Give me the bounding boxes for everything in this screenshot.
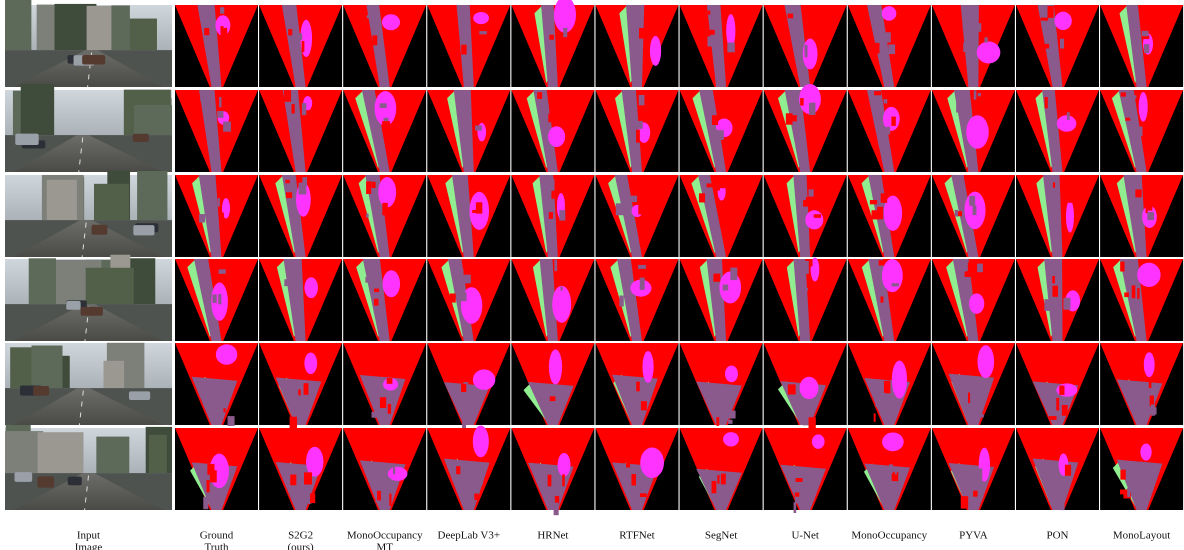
- segmentation-map: [848, 343, 931, 425]
- column-label: RTFNet: [619, 530, 654, 542]
- column-label: Ground: [200, 530, 234, 542]
- segmentation-map: [680, 343, 763, 426]
- segmentation-map: [848, 259, 931, 341]
- segmentation-map: [848, 90, 931, 172]
- segmentation-map: [343, 5, 426, 87]
- column-label: PON: [1046, 530, 1068, 542]
- segmentation-map: [848, 428, 931, 510]
- segmentation-map: [596, 5, 679, 87]
- column-label: SegNet: [705, 530, 737, 542]
- column-label: (ours): [287, 542, 314, 550]
- segmentation-map: [764, 175, 847, 257]
- segmentation-map: [932, 259, 1015, 341]
- segmentation-map: [511, 428, 594, 515]
- segmentation-map: [511, 259, 594, 341]
- segmentation-map: [427, 343, 510, 431]
- segmentation-map: [511, 175, 594, 257]
- segmentation-map: [932, 5, 1015, 87]
- column-label: Input: [77, 530, 100, 542]
- segmentation-map: [680, 428, 763, 510]
- segmentation-map: [175, 90, 258, 172]
- figure: InputImage GroundTruth S2G2(ours) MonoOccup…: [0, 0, 1184, 550]
- segmentation-map: [427, 259, 510, 341]
- segmentation-map: [1016, 175, 1099, 257]
- segmentation-map: [596, 428, 679, 510]
- segmentation-map: [932, 428, 1015, 510]
- segmentation-map: [764, 343, 847, 428]
- input-image: [5, 0, 172, 87]
- column-label: S2G2: [288, 530, 313, 542]
- segmentation-map: [427, 426, 510, 510]
- segmentation-map: [259, 428, 342, 510]
- column-label: MT: [376, 542, 393, 550]
- segmentation-map: [1100, 90, 1183, 172]
- segmentation-map: [1016, 90, 1099, 172]
- segmentation-map: [175, 175, 258, 257]
- segmentation-map: [764, 257, 847, 341]
- input-image: [5, 425, 172, 510]
- segmentation-map: [343, 175, 426, 257]
- segmentation-map: [848, 175, 931, 257]
- segmentation-map: [511, 90, 594, 172]
- segmentation-map: [680, 259, 763, 341]
- segmentation-map: [511, 343, 594, 425]
- segmentation-map: [175, 428, 258, 510]
- column-label: Truth: [204, 542, 229, 550]
- segmentation-map: [1100, 5, 1183, 87]
- segmentation-map: [1016, 5, 1099, 87]
- segmentation-map: [259, 5, 342, 87]
- segmentation-map: [343, 343, 426, 425]
- column-label: HRNet: [537, 530, 568, 542]
- segmentation-map: [932, 343, 1015, 425]
- segmentation-map: [427, 175, 510, 257]
- segmentation-map: [680, 90, 763, 172]
- segmentation-map: [343, 428, 426, 510]
- column-label: MonoOccupancy: [851, 530, 927, 542]
- column-label: U-Net: [791, 530, 819, 542]
- segmentation-map: [848, 5, 931, 87]
- column-label: PYVA: [959, 530, 988, 542]
- segmentation-map: [259, 343, 342, 430]
- column-label: DeepLab V3+: [438, 530, 501, 542]
- input-image: [5, 171, 172, 257]
- segmentation-map: [259, 90, 342, 172]
- segmentation-map: [259, 175, 342, 257]
- segmentation-map: [427, 5, 510, 87]
- segmentation-map: [764, 428, 847, 513]
- segmentation-map: [343, 259, 426, 341]
- segmentation-map: [1100, 343, 1183, 425]
- segmentation-map: [764, 5, 847, 87]
- segmentation-map: [427, 90, 510, 172]
- segmentation-map: [680, 175, 763, 257]
- segmentation-map: [596, 259, 679, 341]
- segmentation-map: [932, 175, 1015, 257]
- segmentation-map: [1016, 259, 1099, 341]
- segmentation-map: [596, 90, 679, 172]
- segmentation-map: [1016, 343, 1099, 425]
- segmentation-map: [1100, 428, 1183, 510]
- column-label: Image: [75, 542, 103, 550]
- segmentation-map: [1100, 175, 1183, 257]
- segmentation-map: [511, 0, 594, 87]
- segmentation-map: [175, 5, 258, 87]
- segmentation-map: [680, 5, 763, 87]
- segmentation-map: [1016, 428, 1099, 510]
- segmentation-map: [596, 343, 679, 425]
- input-image: [5, 343, 172, 425]
- segmentation-map: [259, 259, 342, 341]
- input-image: [5, 84, 172, 172]
- column-label: MonoLayout: [1113, 530, 1170, 542]
- segmentation-map: [1100, 259, 1183, 341]
- column-label: MonoOccupancy: [347, 530, 423, 542]
- segmentation-map: [175, 343, 258, 426]
- segmentation-map: [764, 84, 847, 172]
- segmentation-map: [932, 90, 1015, 172]
- input-image: [5, 255, 172, 341]
- segmentation-map: [175, 259, 258, 341]
- segmentation-map: [343, 90, 426, 172]
- segmentation-map: [596, 175, 679, 257]
